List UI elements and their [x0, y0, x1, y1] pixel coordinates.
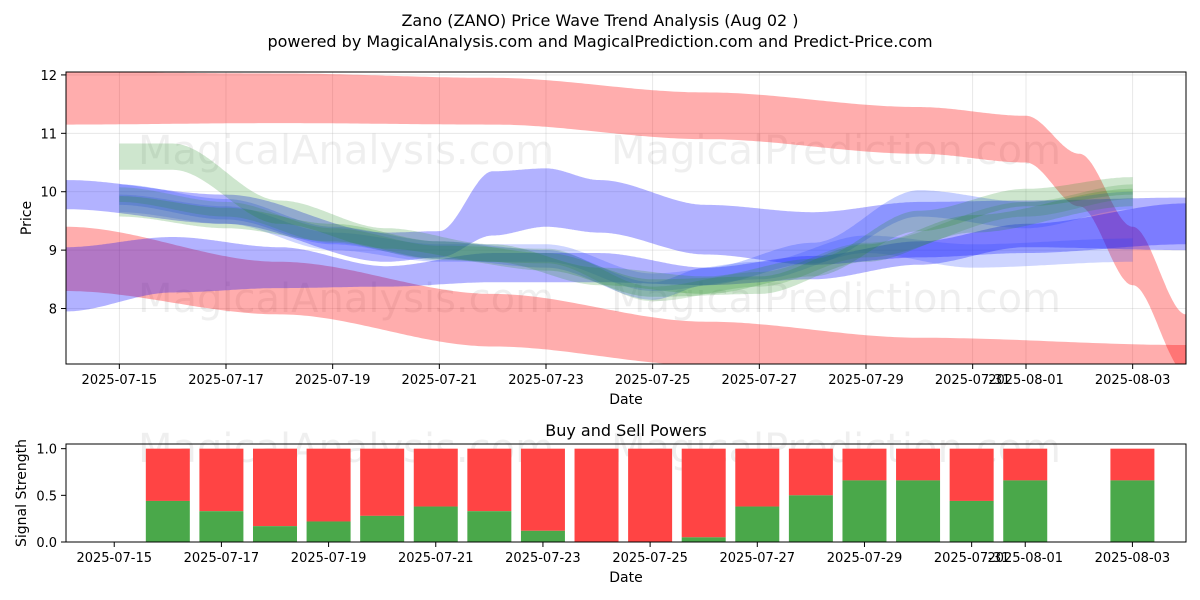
- chart-title: Zano (ZANO) Price Wave Trend Analysis (A…: [401, 11, 798, 30]
- wave-band-red-lower: [66, 226, 1186, 364]
- buy-bar: [949, 500, 994, 542]
- x-tick-label: 2025-07-19: [291, 551, 367, 566]
- wave-band-green-upper: [119, 143, 1133, 294]
- wave-band-blue-low: [119, 194, 1133, 291]
- sell-bar: [842, 448, 887, 481]
- x-tick-label: 2025-07-27: [720, 551, 796, 566]
- bands-group: [66, 72, 1186, 364]
- sell-bar: [896, 448, 941, 481]
- y-axis-label: Signal Strength: [14, 439, 30, 547]
- y-tick-label: 0.5: [36, 489, 57, 504]
- buy-bar: [467, 511, 512, 542]
- x-tick-label: 2025-08-01: [987, 551, 1063, 566]
- buy-bar: [788, 495, 833, 542]
- x-tick-label: 2025-07-21: [402, 373, 478, 388]
- buy-bar: [842, 480, 887, 542]
- watermark-text: MagicalAnalysis.com: [138, 128, 554, 174]
- sell-bar: [252, 448, 297, 527]
- y-tick-label: 9: [49, 244, 57, 259]
- x-axis-label: Date: [609, 392, 642, 408]
- sell-bar: [413, 448, 458, 507]
- x-tick-label: 2025-07-17: [184, 551, 260, 566]
- x-tick-label: 2025-08-01: [988, 373, 1064, 388]
- bottom-plot-frame: [65, 443, 1187, 543]
- sell-bar: [735, 448, 780, 507]
- sell-bar: [1110, 448, 1155, 481]
- watermark-text: MagicalAnalysis.com: [138, 276, 554, 322]
- sell-bar: [574, 448, 619, 542]
- buy-bar: [1003, 480, 1048, 542]
- x-tick-label: 2025-07-31: [934, 551, 1010, 566]
- wave-band-red-upper: [66, 72, 1186, 364]
- wave-band-green-mid: [119, 184, 1133, 302]
- price-wave-plot: MagicalAnalysis.com MagicalPrediction.com…: [19, 69, 1187, 408]
- x-tick-label: 2025-07-29: [827, 551, 903, 566]
- buy-bar: [896, 480, 941, 542]
- buy-bar: [413, 506, 458, 542]
- buy-bar: [681, 537, 726, 542]
- buy-bar: [306, 521, 351, 542]
- y-tick-label: 10: [40, 186, 57, 201]
- x-tick-label: 2025-07-25: [615, 373, 691, 388]
- sell-bar: [949, 448, 994, 501]
- x-tick-label: 2025-07-25: [612, 551, 688, 566]
- chart-subtitle: powered by MagicalAnalysis.com and Magic…: [267, 32, 932, 51]
- sell-bar: [467, 448, 512, 512]
- wave-band-blue-mid: [119, 184, 1133, 300]
- x-tick-label: 2025-07-29: [828, 373, 904, 388]
- x-tick-label: 2025-07-15: [82, 373, 158, 388]
- buy-bar: [252, 526, 297, 542]
- sell-bar: [520, 448, 565, 531]
- y-tick-label: 12: [40, 69, 57, 84]
- y-tick-label: 1.0: [36, 443, 57, 458]
- buy-bar: [1110, 480, 1155, 542]
- x-tick-label: 2025-08-03: [1095, 551, 1171, 566]
- sell-bar: [628, 448, 673, 542]
- x-tick-label: 2025-07-23: [505, 551, 581, 566]
- watermark-text: MagicalPrediction.com: [611, 276, 1061, 322]
- buy-bar: [520, 530, 565, 542]
- sell-bar: [681, 448, 726, 538]
- x-tick-label: 2025-07-21: [398, 551, 474, 566]
- x-tick-label: 2025-07-23: [508, 373, 584, 388]
- wave-band-green-lower: [119, 188, 1133, 297]
- wave-band-blue-upper: [66, 168, 1186, 265]
- sell-bar: [788, 448, 833, 496]
- watermark-text: MagicalPrediction.com: [611, 128, 1061, 174]
- buy-sell-plot: MagicalAnalysis.comMagicalPrediction.com…: [14, 426, 1187, 586]
- buy-bar: [360, 515, 405, 542]
- bottom-title: Buy and Sell Powers: [545, 421, 707, 440]
- buy-bar: [199, 511, 244, 542]
- sell-bar: [1003, 448, 1048, 481]
- top-plot-frame: [65, 71, 1187, 365]
- buy-bar: [145, 500, 190, 542]
- sell-bar: [360, 448, 405, 516]
- y-tick-label: 0.0: [36, 536, 57, 551]
- x-tick-label: 2025-07-31: [935, 373, 1011, 388]
- sell-bar: [199, 448, 244, 512]
- sell-bar: [145, 448, 190, 501]
- sell-bar: [306, 448, 351, 522]
- y-tick-label: 8: [49, 303, 57, 318]
- buy-bar: [735, 506, 780, 542]
- y-axis-label: Price: [19, 201, 35, 235]
- x-tick-label: 2025-08-03: [1095, 373, 1171, 388]
- x-axis-label: Date: [609, 570, 642, 586]
- wave-band-blue-purple: [66, 203, 1186, 312]
- y-tick-label: 11: [40, 127, 57, 142]
- x-tick-label: 2025-07-27: [722, 373, 798, 388]
- x-tick-label: 2025-07-19: [295, 373, 371, 388]
- x-tick-label: 2025-07-15: [76, 551, 152, 566]
- x-tick-label: 2025-07-17: [188, 373, 264, 388]
